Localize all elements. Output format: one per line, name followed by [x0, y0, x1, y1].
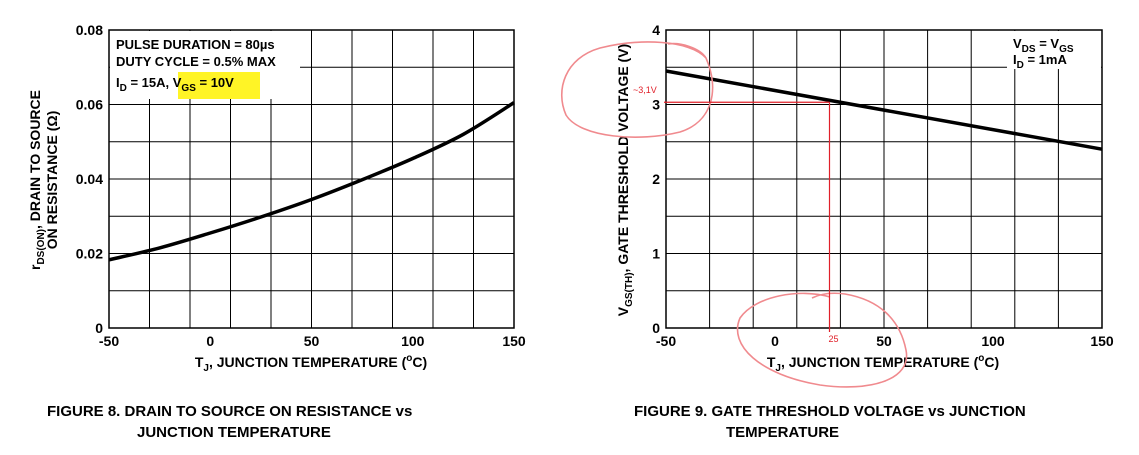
c2-annotation-box [1007, 31, 1101, 69]
c2-hand-y-mark: ~3,1V [633, 85, 657, 95]
c2-caption-line2: TEMPERATURE [726, 424, 839, 441]
c1-x-tick-label: 150 [502, 333, 526, 349]
c2-hand-circle-x [736, 292, 908, 388]
c2-x-tick-label: 0 [771, 333, 779, 349]
c2-hand-circle-y [561, 41, 714, 138]
c2-x-tick-label: 50 [876, 333, 892, 349]
c1-series-line [108, 101, 515, 262]
c1-x-tick-label: -50 [99, 333, 119, 349]
c2-y-tick-label: 2 [652, 171, 660, 187]
c1-y-tick-label: 0 [95, 320, 103, 336]
c1-caption-line2: JUNCTION TEMPERATURE [137, 424, 331, 441]
c1-caption-line1: FIGURE 8. DRAIN TO SOURCE ON RESISTANCE … [47, 403, 412, 420]
c1-y-label-line1: rDS(ON), DRAIN TO SOURCE [27, 90, 47, 270]
c1-annotation-conditions: ID = 15A, VGS = 10V [116, 75, 234, 94]
c2-handwritten-markup: ~3,1V 25 [561, 41, 908, 388]
c2-hand-x-mark: 25 [828, 334, 838, 344]
c2-x-tick-label: 100 [981, 333, 1005, 349]
c2-y-label: VGS(TH), GATE THRESHOLD VOLTAGE (V) [615, 44, 635, 316]
c2-annotation-vds: VDS = VGS [1013, 36, 1074, 55]
c2-plot-frame [665, 29, 1103, 329]
c1-highlight-mark [178, 72, 260, 99]
c1-x-tick-label: 100 [401, 333, 425, 349]
c1-x-tick-label: 50 [304, 333, 320, 349]
c2-y-tick-label: 1 [652, 246, 660, 262]
c1-x-tick-label: 0 [206, 333, 214, 349]
c2-y-tick-label: 0 [652, 320, 660, 336]
c1-y-tick-label: 0.02 [76, 246, 103, 262]
c2-caption-line1: FIGURE 9. GATE THRESHOLD VOLTAGE vs JUNC… [634, 403, 1026, 420]
c2-annotation-id: ID = 1mA [1013, 52, 1067, 71]
c1-annotation-duty: DUTY CYCLE = 0.5% MAX [116, 54, 276, 69]
c1-y-tick-label: 0.08 [76, 22, 103, 38]
c2-x-axis-label: TJ, JUNCTION TEMPERATURE (oC) [767, 353, 999, 374]
c1-y-tick-label: 0.04 [76, 171, 103, 187]
c1-y-label-line2: ON RESISTANCE (Ω) [44, 111, 60, 250]
c1-plot-frame [108, 29, 515, 329]
c1-annotation-pulse: PULSE DURATION = 80µs [116, 37, 275, 52]
c1-x-axis-label: TJ, JUNCTION TEMPERATURE (oC) [195, 353, 427, 374]
c1-grid [109, 30, 514, 328]
c2-y-axis-label: VGS(TH), GATE THRESHOLD VOLTAGE (V) [615, 44, 635, 316]
c2-x-tick-label: 150 [1090, 333, 1114, 349]
c2-x-tick-label: -50 [656, 333, 676, 349]
c2-y-tick-label: 4 [652, 22, 660, 38]
c2-y-tick-label: 3 [652, 97, 660, 113]
c2-grid [666, 30, 1102, 328]
c1-y-tick-label: 0.06 [76, 97, 103, 113]
c1-y-axis-label: rDS(ON), DRAIN TO SOURCE ON RESISTANCE (… [27, 90, 60, 270]
c2-series-line [665, 69, 1103, 151]
